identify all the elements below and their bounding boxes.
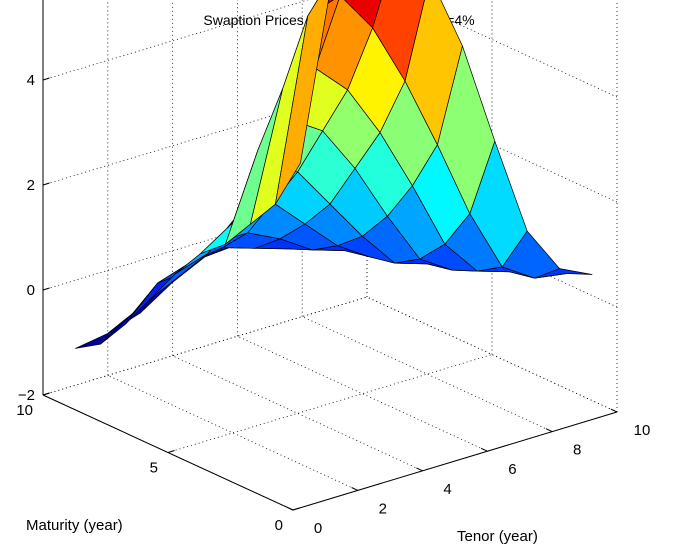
grid-line [107, 375, 358, 491]
grid-line [42, 0, 309, 81]
z-tick-label: 2 [27, 177, 35, 194]
x-tick-mark [286, 506, 294, 511]
x-tick-label: 4 [443, 481, 451, 498]
z-tick-mark [42, 182, 50, 186]
surface-patch [275, 0, 329, 205]
x-tick-mark [545, 428, 553, 433]
surface-patch [150, 253, 209, 300]
x-axis-label: Tenor (year) [457, 528, 538, 545]
axes-grid [42, 0, 618, 511]
x-tick-mark [610, 408, 618, 413]
x-axis-line [292, 411, 618, 511]
grid-line [42, 86, 368, 186]
grid-line [167, 354, 493, 453]
y-tick-label: 0 [275, 517, 283, 534]
grid-line [237, 335, 488, 452]
x-tick-mark [480, 447, 488, 452]
grid-line [42, 191, 368, 291]
surface-patch [344, 0, 382, 29]
y-tick-label: 10 [16, 402, 33, 419]
y-axis-label: Maturity (year) [26, 517, 123, 534]
grid-line [42, 296, 368, 396]
x-tick-mark [351, 487, 359, 491]
z-tick-label: −2 [18, 387, 35, 404]
y-tick-label: 5 [150, 460, 158, 477]
x-tick-label: 0 [314, 520, 322, 537]
z-tick-label: 0 [27, 282, 35, 299]
z-tick-mark [42, 287, 50, 291]
surface-patch [75, 313, 134, 349]
x-tick-label: 8 [573, 442, 581, 459]
y-tick-mark [292, 507, 300, 511]
x-tick-label: 6 [508, 461, 516, 478]
x-tick-label: 2 [379, 500, 387, 517]
y-tick-mark [167, 450, 175, 453]
x-tick-label: 10 [634, 422, 651, 439]
z-tick-label: 4 [27, 72, 35, 89]
z-tick-mark [42, 392, 50, 396]
surface [75, 0, 593, 349]
grid-line [172, 355, 423, 472]
z-tick-mark [42, 77, 50, 81]
x-tick-mark [416, 467, 423, 472]
grid-line [302, 316, 553, 432]
